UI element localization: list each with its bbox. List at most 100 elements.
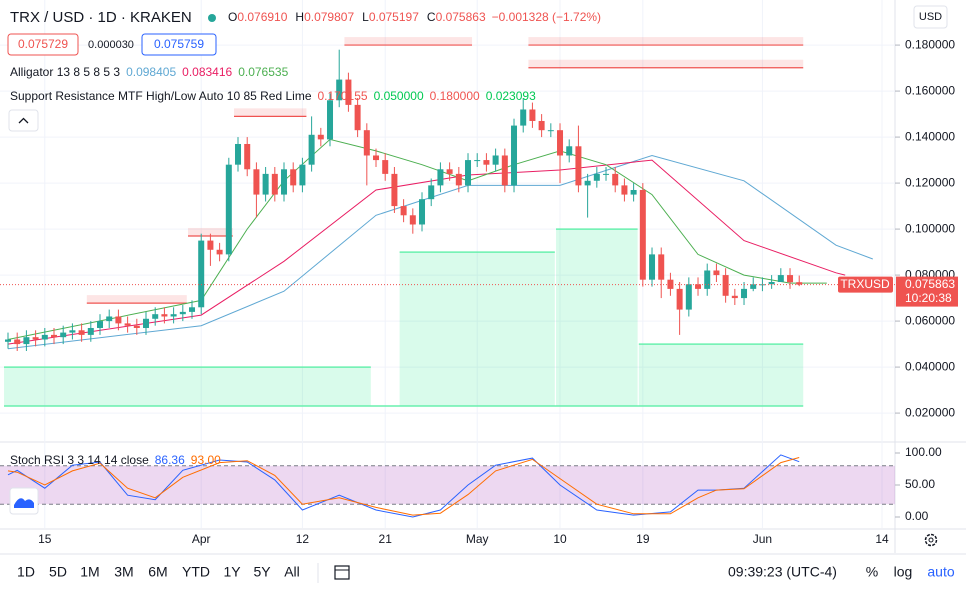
legend-text: 86.36 xyxy=(155,453,185,467)
candle-body xyxy=(400,206,407,216)
candle-body xyxy=(520,109,527,126)
candle-body xyxy=(575,146,582,186)
candle-body xyxy=(262,173,269,195)
range-button[interactable]: All xyxy=(284,564,300,580)
legend-text: 0.079807 xyxy=(304,10,354,24)
candle-body xyxy=(704,270,711,289)
settings-icon[interactable] xyxy=(924,533,938,547)
resistance-zone xyxy=(188,227,233,236)
candle-body xyxy=(538,120,545,131)
x-tick-label: Apr xyxy=(192,532,211,546)
range-button[interactable]: 1Y xyxy=(223,564,241,580)
candle-body xyxy=(189,307,196,312)
candle-body xyxy=(428,185,435,200)
legend-text: O xyxy=(228,10,237,24)
collapse-button[interactable] xyxy=(8,109,39,132)
candle-body xyxy=(731,295,738,299)
y-tick-label: 0.180000 xyxy=(905,37,955,51)
toolbar-item[interactable]: % xyxy=(866,564,878,580)
candle-body xyxy=(87,327,94,335)
sr-legend: Support Resistance MTF High/Low Auto 10 … xyxy=(10,89,536,103)
candle-body xyxy=(78,330,85,335)
candle-body xyxy=(777,275,784,282)
x-tick-label: 15 xyxy=(38,532,52,546)
x-tick-label: 14 xyxy=(875,532,889,546)
support-zone xyxy=(556,229,638,406)
candle-body xyxy=(41,334,48,340)
legend-text: 0.076535 xyxy=(238,65,288,79)
y-tick-label: 0.040000 xyxy=(905,359,955,373)
ask-box xyxy=(141,33,217,56)
toolbar-item[interactable]: log xyxy=(894,564,913,580)
bid-box xyxy=(7,33,79,56)
candle-body xyxy=(299,164,306,186)
candle-body xyxy=(216,249,223,255)
legend-text: 0.023093 xyxy=(486,89,536,103)
candle-body xyxy=(124,323,131,326)
x-tick-label: 10 xyxy=(553,532,567,546)
candle-body xyxy=(685,284,692,310)
symbol-tag-text: TRXUSD xyxy=(840,277,890,291)
candle-body xyxy=(676,288,683,310)
range-button[interactable]: 1M xyxy=(80,564,99,580)
legend-text: 0.180000 xyxy=(430,89,480,103)
legend-text: 93.00 xyxy=(191,453,221,467)
range-button[interactable]: 3M xyxy=(114,564,133,580)
y-tick-label: 0.100000 xyxy=(905,221,955,235)
candle-body xyxy=(290,169,297,186)
candle-body xyxy=(143,318,150,328)
candle-body xyxy=(630,189,637,195)
legend-text: 0.050000 xyxy=(374,89,424,103)
candle-body xyxy=(511,125,518,186)
candle-body xyxy=(584,180,591,186)
candle-body xyxy=(474,160,481,162)
y-tick-label: 0.060000 xyxy=(905,313,955,327)
candle-body xyxy=(455,173,462,186)
candle-body xyxy=(382,160,389,174)
range-button[interactable]: YTD xyxy=(182,564,210,580)
ask: 0.075759 xyxy=(154,37,204,51)
legend-text: 0.098405 xyxy=(126,65,176,79)
candle-body xyxy=(244,143,251,170)
legend-text: 0.170155 xyxy=(318,89,368,103)
candle-body xyxy=(612,173,619,186)
legend-text: C xyxy=(427,10,436,24)
candle-body xyxy=(695,284,702,289)
currency-button[interactable] xyxy=(913,5,948,29)
range-button[interactable]: 5D xyxy=(49,564,67,580)
legend-text: Support Resistance MTF High/Low Auto 10 … xyxy=(10,89,312,103)
settings-icon-core xyxy=(928,537,934,543)
candle-body xyxy=(593,173,600,181)
toolbar-item[interactable]: auto xyxy=(927,564,954,580)
stoch-line xyxy=(7,457,800,516)
symbol-tag xyxy=(838,276,893,293)
candle-body xyxy=(603,173,610,175)
date-range-icon[interactable] xyxy=(334,565,350,580)
candle-body xyxy=(69,330,76,333)
support-zone xyxy=(4,367,371,406)
range-button[interactable]: 6M xyxy=(148,564,167,580)
y-tick-label: 0.00 xyxy=(905,509,929,523)
legend-text: TRX / USD · 1D · KRAKEN xyxy=(10,9,192,26)
candle-body xyxy=(179,311,186,315)
support-zone xyxy=(399,252,555,406)
candle-body xyxy=(115,316,122,324)
x-tick-label: Jun xyxy=(753,532,772,546)
candle-body xyxy=(354,104,361,131)
range-button[interactable]: 1D xyxy=(17,564,35,580)
candle-body xyxy=(391,173,398,207)
candle-body xyxy=(152,314,159,319)
candle-body xyxy=(308,134,315,165)
resistance-zone xyxy=(528,59,804,68)
candle-body xyxy=(106,316,113,322)
candle-body xyxy=(271,173,278,195)
candle-body xyxy=(639,189,646,280)
toolbar-item: 09:39:23 (UTC-4) xyxy=(728,564,837,580)
alligator-line xyxy=(7,138,827,340)
candle-body xyxy=(97,321,104,328)
candle-body xyxy=(667,279,674,289)
range-button[interactable]: 5Y xyxy=(253,564,271,580)
candle-body xyxy=(547,130,554,132)
x-tick-label: May xyxy=(466,532,489,546)
